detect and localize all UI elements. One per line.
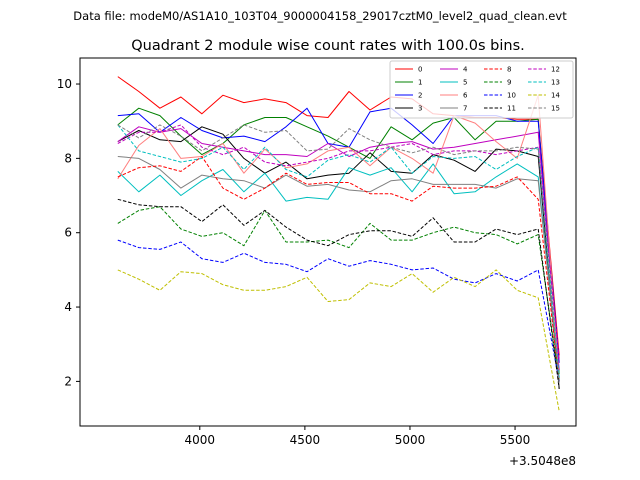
y-tick-label: 6 bbox=[64, 226, 72, 240]
legend-label-15: 15 bbox=[551, 105, 560, 113]
legend-label-1: 1 bbox=[418, 79, 422, 87]
chart-title: Quadrant 2 module wise count rates with … bbox=[131, 38, 525, 54]
legend-label-0: 0 bbox=[418, 66, 422, 74]
series-line-4 bbox=[117, 126, 560, 371]
series-line-13 bbox=[117, 124, 560, 378]
y-tick-label: 8 bbox=[64, 151, 72, 165]
legend-label-5: 5 bbox=[463, 79, 467, 87]
legend-label-11: 11 bbox=[507, 105, 516, 113]
x-tick-label: 4000 bbox=[185, 433, 216, 447]
suptitle: Data file: modeM0/AS1A10_103T04_90000041… bbox=[73, 9, 567, 23]
x-tick-label: 5500 bbox=[500, 433, 531, 447]
legend-label-2: 2 bbox=[418, 92, 422, 100]
plot-lines bbox=[117, 76, 560, 412]
y-tick-label: 4 bbox=[64, 300, 72, 314]
x-axis: 4000 4500 5000 5500 bbox=[185, 426, 531, 447]
series-line-7 bbox=[117, 156, 560, 382]
series-line-2 bbox=[117, 107, 560, 363]
legend-label-3: 3 bbox=[418, 105, 422, 113]
series-line-11 bbox=[117, 198, 560, 389]
legend-label-14: 14 bbox=[551, 92, 560, 100]
series-line-12 bbox=[117, 124, 560, 360]
series-line-15 bbox=[117, 124, 560, 386]
legend-frame bbox=[389, 60, 574, 119]
series-line-9 bbox=[117, 206, 560, 382]
series-line-5 bbox=[117, 163, 560, 378]
legend-label-10: 10 bbox=[507, 92, 516, 100]
y-tick-label: 10 bbox=[57, 77, 72, 91]
y-axis: 2 4 6 8 10 bbox=[57, 77, 80, 388]
series-line-6 bbox=[117, 94, 560, 382]
legend-label-9: 9 bbox=[507, 79, 511, 87]
legend-label-4: 4 bbox=[463, 66, 468, 74]
y-tick-label: 2 bbox=[64, 374, 72, 388]
legend-label-12: 12 bbox=[551, 66, 560, 74]
x-tick-label: 5000 bbox=[395, 433, 426, 447]
plot-frame bbox=[79, 57, 577, 427]
x-offset-label: +3.5048e8 bbox=[509, 454, 576, 468]
legend-label-13: 13 bbox=[551, 79, 560, 87]
series-line-1 bbox=[117, 107, 560, 375]
series-line-3 bbox=[117, 126, 560, 389]
x-tick-label: 4500 bbox=[290, 433, 321, 447]
legend-label-8: 8 bbox=[507, 66, 511, 74]
series-line-10 bbox=[117, 239, 560, 382]
legend-label-7: 7 bbox=[463, 105, 467, 113]
series-line-14 bbox=[117, 269, 560, 412]
legend-label-6: 6 bbox=[463, 92, 468, 100]
series-line-8 bbox=[117, 156, 560, 382]
